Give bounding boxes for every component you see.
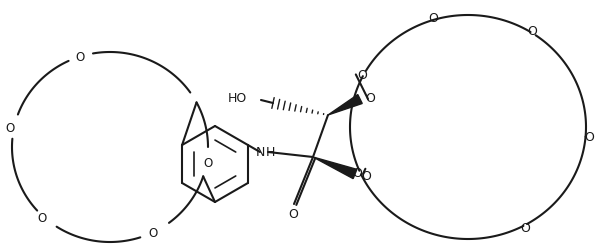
Text: H: H [266, 146, 275, 159]
Polygon shape [313, 158, 357, 179]
Text: O: O [361, 169, 371, 182]
Text: O: O [75, 51, 84, 64]
Text: O: O [38, 211, 47, 224]
Polygon shape [328, 95, 362, 115]
Text: O: O [148, 226, 158, 239]
Text: O: O [288, 208, 298, 220]
Text: O: O [585, 131, 594, 144]
Text: N: N [255, 146, 265, 159]
Text: O: O [5, 121, 15, 134]
Text: O: O [527, 24, 538, 37]
Text: O: O [429, 12, 438, 25]
Text: O: O [203, 156, 213, 169]
Text: HO: HO [228, 91, 247, 104]
Text: O: O [520, 222, 530, 234]
Text: O: O [365, 91, 375, 104]
Text: O: O [357, 69, 367, 82]
Text: O: O [352, 167, 362, 179]
